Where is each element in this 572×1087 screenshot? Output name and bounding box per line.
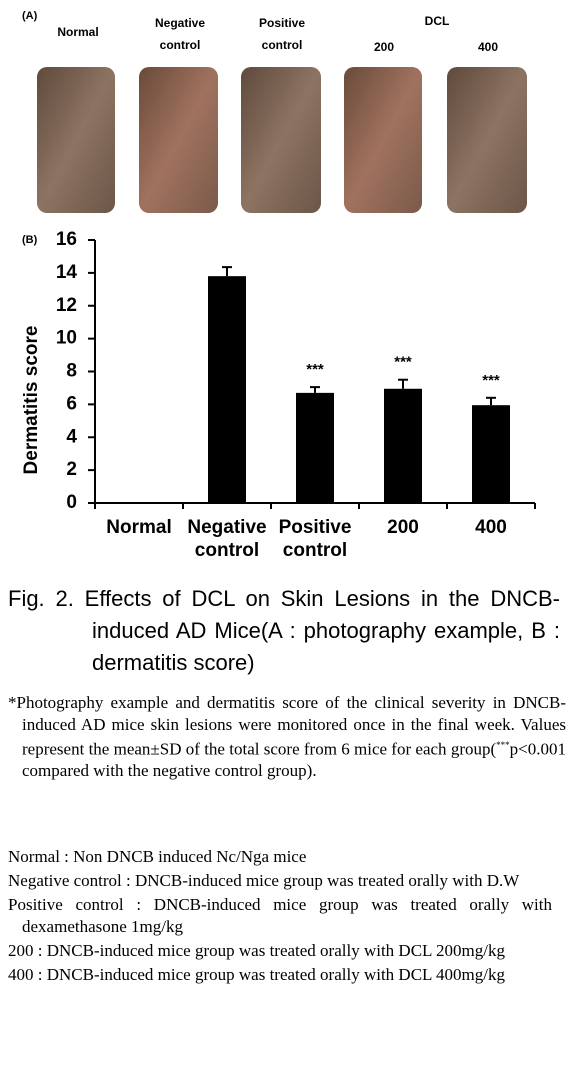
photo <box>447 67 527 213</box>
note-text: Photography example and dermatitis score… <box>16 693 567 759</box>
y-tick-label: 10 <box>56 328 77 349</box>
note-text: p<0.001 compared with the negative contr… <box>22 739 566 781</box>
column-label-box: Positive control <box>258 16 306 52</box>
x-tick-label: Positive control <box>278 517 352 561</box>
panel-label: (B) <box>22 234 38 246</box>
bar <box>384 388 422 503</box>
figure-caption: Fig. 2. Effects of DCL on Skin Lesions i… <box>8 586 560 675</box>
definition: 400 : DNCB-induced mice group was treate… <box>8 965 506 984</box>
photo <box>344 67 422 213</box>
y-tick-label: 4 <box>66 426 77 447</box>
y-tick-label: 6 <box>66 393 77 414</box>
y-tick-label: 12 <box>56 295 77 316</box>
bar <box>296 392 334 503</box>
significance-label: *** <box>394 354 412 371</box>
definition: Normal : Non DNCB induced Nc/Nga mice <box>8 847 307 866</box>
column-label: Negative control <box>154 16 206 52</box>
bar <box>208 276 246 503</box>
photo <box>139 67 218 213</box>
definition: Positive control : DNCB-induced mice gro… <box>8 895 552 936</box>
note-marker: * <box>8 693 17 712</box>
y-tick-label: 0 <box>66 492 77 513</box>
column-label: Normal <box>57 25 98 39</box>
x-tick-label: 400 <box>475 517 507 538</box>
significance-label: *** <box>482 372 500 389</box>
column-label: 400 <box>478 40 498 54</box>
significance-label: *** <box>306 361 324 378</box>
photo <box>241 67 321 213</box>
definitions: Normal : Non DNCB induced Nc/Nga mice Neg… <box>8 846 552 988</box>
photo <box>37 67 115 213</box>
y-tick-label: 16 <box>56 229 77 250</box>
y-axis-title: Dermatitis score <box>21 326 42 475</box>
footnote: *Photography example and dermatitis scor… <box>8 692 566 782</box>
figure: (A) Normal Negative control Positive con… <box>21 10 536 513</box>
definition: 200 : DNCB-induced mice group was treate… <box>8 941 506 960</box>
definition: Negative control : DNCB-induced mice gro… <box>8 871 520 890</box>
y-tick-label: 2 <box>66 459 77 480</box>
column-label: Positive control <box>258 16 306 52</box>
column-label: 200 <box>374 40 394 54</box>
group-label: DCL <box>425 14 450 28</box>
x-tick-label: Normal <box>106 517 172 538</box>
bar <box>472 405 510 503</box>
y-tick-label: 14 <box>56 262 78 283</box>
y-tick-label: 8 <box>66 361 77 382</box>
note-sup: *** <box>496 740 510 750</box>
x-tick-label: Negative control <box>187 517 267 561</box>
column-label-box: Negative control <box>154 16 206 52</box>
x-tick-label: 200 <box>387 517 419 538</box>
panel-label: (A) <box>22 10 38 22</box>
